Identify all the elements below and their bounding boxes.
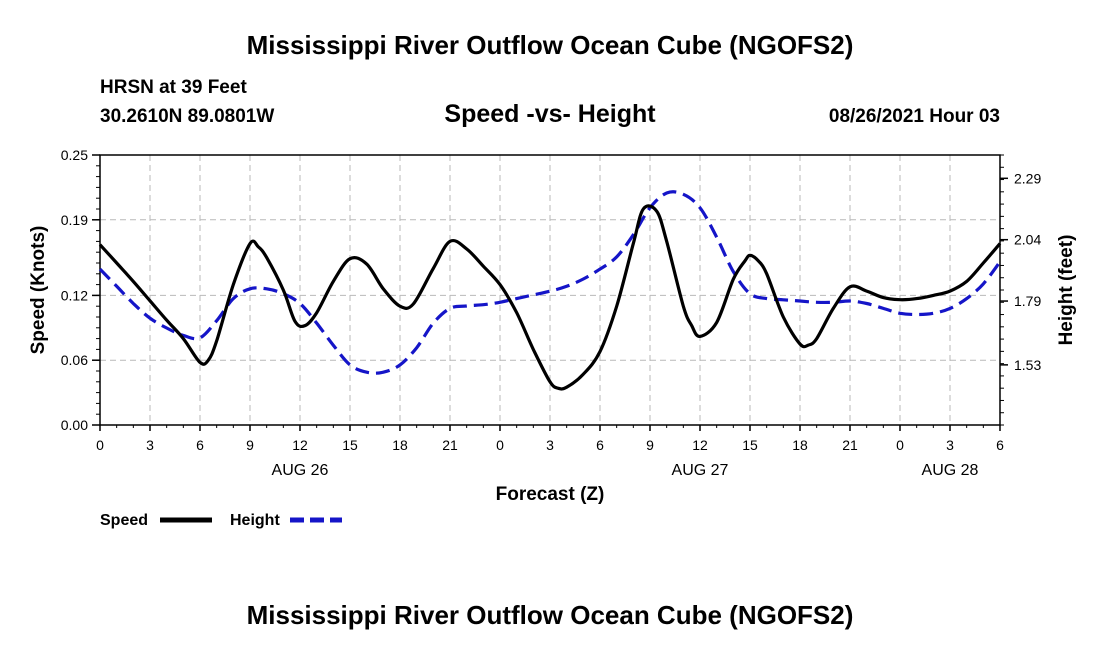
y-left-tick-label: 0.19 (61, 212, 88, 228)
page-title: Mississippi River Outflow Ocean Cube (NG… (246, 30, 854, 60)
station-label: HRSN at 39 Feet (100, 77, 247, 98)
x-tick-label: 21 (442, 437, 458, 453)
y-left-tick-label: 0.00 (61, 417, 88, 433)
x-tick-label: 0 (496, 437, 504, 453)
page-footer-title: Mississippi River Outflow Ocean Cube (NG… (246, 600, 854, 630)
x-tick-label: 9 (246, 437, 254, 453)
x-tick-label: 18 (792, 437, 808, 453)
date-label: AUG 27 (672, 462, 729, 479)
y-right-axis-title: Height (feet) (1056, 235, 1077, 346)
legend-speed-label: Speed (100, 512, 148, 529)
x-tick-label: 6 (196, 437, 204, 453)
x-tick-label: 3 (146, 437, 154, 453)
x-tick-label: 15 (342, 437, 358, 453)
x-tick-label: 12 (292, 437, 308, 453)
plot-frame (99, 154, 1001, 426)
x-tick-label: 3 (546, 437, 554, 453)
chart-subtitle: Speed -vs- Height (444, 100, 656, 128)
y-left-tick-label: 0.25 (61, 147, 88, 163)
x-tick-label: 18 (392, 437, 408, 453)
x-tick-label: 0 (896, 437, 904, 453)
x-tick-label: 6 (596, 437, 604, 453)
x-tick-label: 15 (742, 437, 758, 453)
x-tick-label: 6 (996, 437, 1004, 453)
speed-series-line (98, 204, 1002, 391)
x-tick-label: 21 (842, 437, 858, 453)
y-left-axis-title: Speed (Knots) (28, 226, 49, 355)
x-tick-label: 0 (96, 437, 104, 453)
x-axis-title: Forecast (Z) (496, 484, 605, 505)
x-tick-label: 3 (946, 437, 954, 453)
y-right-tick-label: 2.29 (1014, 170, 1041, 186)
station-coordinates: 30.2610N 89.0801W (100, 106, 275, 127)
y-right-tick-label: 1.79 (1014, 293, 1041, 309)
height-series-line (98, 190, 1002, 375)
y-left-tick-label: 0.06 (61, 352, 88, 368)
date-label: AUG 28 (922, 462, 979, 479)
y-right-tick-label: 1.53 (1014, 357, 1041, 373)
x-tick-label: 12 (692, 437, 708, 453)
y-right-tick-label: 2.04 (1014, 232, 1041, 248)
x-tick-label: 9 (646, 437, 654, 453)
y-left-tick-label: 0.12 (61, 287, 88, 303)
legend-height-label: Height (230, 512, 280, 529)
forecast-datetime: 08/26/2021 Hour 03 (828, 106, 1000, 127)
date-label: AUG 26 (272, 462, 329, 479)
